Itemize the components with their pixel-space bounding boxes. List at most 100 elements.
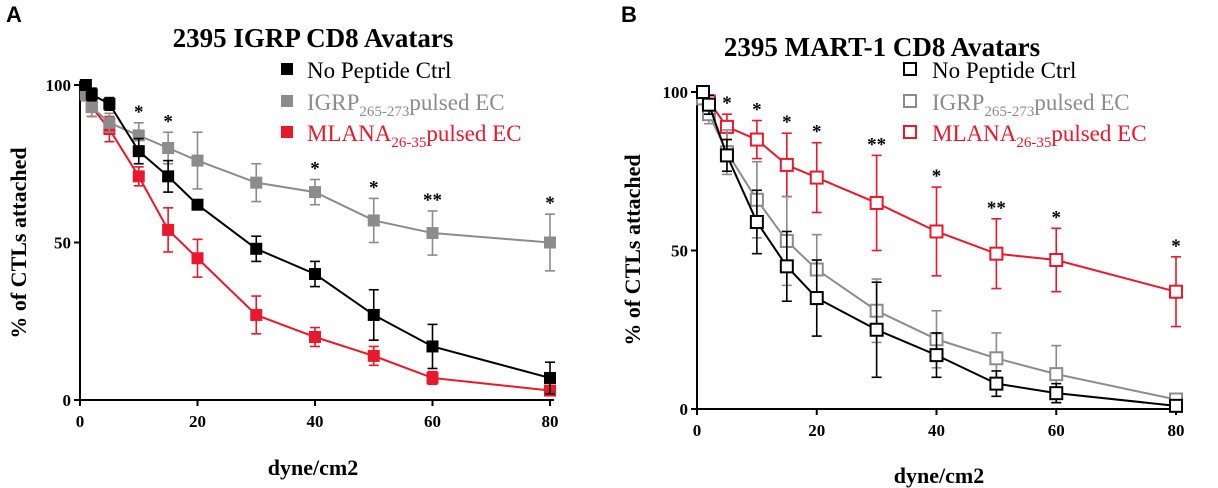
panel-b: B 2395 MART-1 CD8 Avatars dyne/cm2 % of … bbox=[620, 2, 1185, 488]
data-point-no-peptide-b bbox=[719, 148, 734, 163]
x-tick-label-b: 80 bbox=[1168, 421, 1185, 440]
legend-marker-mlana-b bbox=[903, 125, 917, 139]
legend-marker-igrp-b bbox=[903, 94, 917, 108]
x-tick-label-a: 20 bbox=[189, 412, 206, 431]
legend-b: No Peptide Ctrl IGRP265-273pulsed EC MLA… bbox=[903, 58, 1147, 151]
significance-marker-a: * bbox=[369, 177, 379, 198]
significance-marker-a: ** bbox=[423, 190, 442, 211]
data-point-igrp-a bbox=[250, 176, 263, 189]
significance-marker-b: * bbox=[1052, 207, 1062, 228]
data-point-igrp-a bbox=[309, 186, 321, 199]
panel-letter-a: A bbox=[6, 2, 22, 27]
data-point-no-peptide-b bbox=[779, 259, 794, 274]
significance-marker-a: * bbox=[163, 111, 173, 132]
data-point-no-peptide-b bbox=[1049, 386, 1064, 401]
data-point-mlana-a bbox=[250, 308, 263, 321]
data-point-no-peptide-a bbox=[191, 198, 204, 211]
legend-entry-mlana-a: MLANA26-35pulsed EC bbox=[281, 121, 522, 151]
data-point-mlana-b bbox=[779, 157, 794, 172]
data-point-no-peptide-b bbox=[869, 322, 884, 337]
data-point-igrp-a bbox=[85, 101, 98, 114]
x-tick-label-b: 20 bbox=[808, 421, 825, 440]
data-point-igrp-b bbox=[989, 351, 1004, 366]
data-point-no-peptide-a bbox=[367, 308, 380, 321]
legend-label-no-peptide-b: No Peptide Ctrl bbox=[932, 58, 1076, 83]
legend-entry-no-peptide-a: No Peptide Ctrl bbox=[281, 58, 451, 83]
series-igrp-a bbox=[79, 87, 556, 272]
significance-marker-b: * bbox=[752, 100, 762, 121]
data-point-no-peptide-b bbox=[695, 85, 710, 99]
significance-marker-a: * bbox=[310, 159, 320, 180]
significance-marker-b: * bbox=[1171, 236, 1181, 257]
chart-title-b: 2395 MART-1 CD8 Avatars bbox=[724, 32, 1040, 62]
significance-marker-b: ** bbox=[867, 134, 886, 155]
legend-entry-igrp-a: IGRP265-273pulsed EC bbox=[281, 90, 505, 120]
data-point-no-peptide-a bbox=[79, 79, 92, 91]
legend-marker-mlana-a bbox=[281, 126, 293, 138]
data-point-no-peptide-a bbox=[426, 340, 439, 353]
y-axis-label-a: % of CTLs attached bbox=[6, 147, 31, 338]
y-tick-label-b: 100 bbox=[663, 83, 689, 102]
data-point-mlana-b bbox=[809, 170, 824, 185]
data-point-igrp-a bbox=[544, 236, 556, 249]
x-tick-label-a: 60 bbox=[424, 412, 441, 431]
significance-marker-b: * bbox=[812, 122, 822, 143]
y-tick-label-a: 100 bbox=[46, 76, 72, 95]
legend-label-igrp-a: IGRP265-273pulsed EC bbox=[307, 90, 505, 120]
data-point-mlana-b bbox=[1049, 253, 1064, 268]
data-point-no-peptide-a bbox=[309, 268, 321, 280]
y-tick-label-a: 0 bbox=[63, 391, 72, 410]
legend-marker-igrp-a bbox=[281, 95, 293, 107]
x-tick-label-a: 40 bbox=[307, 412, 324, 431]
significance-marker-b: * bbox=[722, 93, 732, 114]
data-point-mlana-a bbox=[367, 349, 380, 362]
data-point-mlana-b bbox=[869, 195, 884, 210]
data-point-mlana-a bbox=[162, 223, 175, 236]
data-point-no-peptide-a bbox=[132, 145, 145, 158]
y-tick-label-b: 50 bbox=[671, 242, 688, 261]
data-point-mlana-a bbox=[132, 170, 145, 183]
data-point-no-peptide-b bbox=[809, 291, 824, 306]
legend-label-mlana-a: MLANA26-35pulsed EC bbox=[307, 121, 522, 151]
x-tick-label-a: 80 bbox=[542, 412, 559, 431]
panel-a: A 2395 IGRP CD8 Avatars dyne/cm2 % of CT… bbox=[6, 2, 559, 480]
x-axis-label-b: dyne/cm2 bbox=[894, 463, 984, 488]
series-no-peptide-a bbox=[79, 79, 556, 395]
significance-marker-a: * bbox=[545, 193, 555, 214]
data-point-igrp-b bbox=[1049, 367, 1064, 382]
data-point-igrp-a bbox=[103, 116, 116, 129]
data-point-mlana-a bbox=[426, 371, 439, 384]
data-point-no-peptide-a bbox=[103, 97, 116, 110]
y-tick-label-a: 50 bbox=[54, 234, 71, 253]
data-point-no-peptide-a bbox=[250, 242, 263, 255]
data-point-mlana-b bbox=[1169, 284, 1183, 299]
chart-title-a: 2395 IGRP CD8 Avatars bbox=[173, 23, 454, 53]
data-point-mlana-a bbox=[191, 252, 204, 265]
data-point-no-peptide-b bbox=[929, 348, 944, 363]
data-point-no-peptide-b bbox=[701, 97, 716, 112]
data-point-mlana-b bbox=[929, 224, 944, 239]
significance-marker-a: * bbox=[134, 102, 144, 123]
data-point-no-peptide-a bbox=[85, 88, 98, 101]
legend-label-igrp-b: IGRP265-273pulsed EC bbox=[932, 90, 1130, 120]
x-axis-label-a: dyne/cm2 bbox=[268, 455, 358, 480]
data-point-igrp-a bbox=[367, 214, 380, 227]
legend-entry-no-peptide-b: No Peptide Ctrl bbox=[903, 58, 1076, 83]
data-point-mlana-a bbox=[309, 331, 321, 343]
x-tick-label-a: 0 bbox=[76, 412, 85, 431]
panel-letter-b: B bbox=[621, 2, 637, 27]
legend-label-no-peptide-a: No Peptide Ctrl bbox=[307, 58, 451, 83]
data-point-igrp-a bbox=[162, 142, 175, 154]
y-axis-label-b: % of CTLs attached bbox=[620, 154, 645, 345]
legend-label-mlana-b: MLANA26-35pulsed EC bbox=[932, 121, 1147, 151]
data-point-no-peptide-b bbox=[989, 376, 1004, 391]
data-point-no-peptide-a bbox=[544, 371, 556, 384]
legend-marker-no-peptide-a bbox=[281, 63, 293, 75]
x-tick-label-b: 0 bbox=[693, 421, 702, 440]
data-point-mlana-b bbox=[989, 246, 1004, 261]
significance-marker-b: * bbox=[932, 166, 942, 187]
significance-marker-b: ** bbox=[987, 198, 1006, 219]
